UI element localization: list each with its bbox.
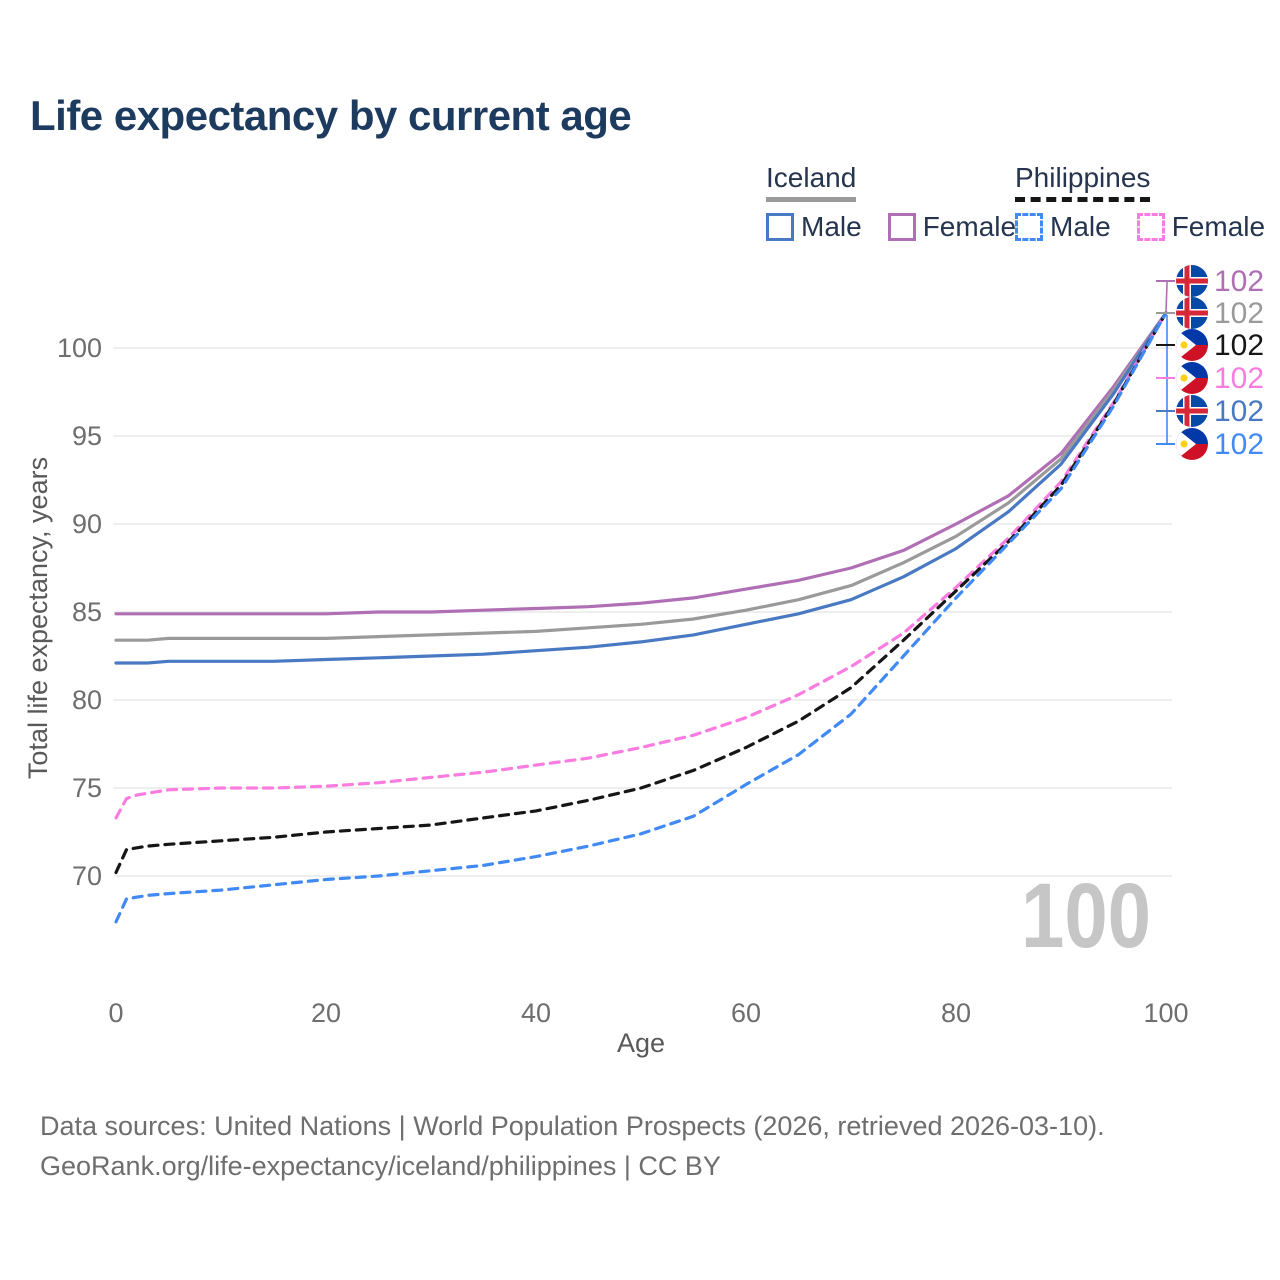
- end-label-value: 102: [1214, 265, 1264, 298]
- x-tick-label: 40: [521, 998, 551, 1028]
- iceland-flag-icon: [1176, 297, 1208, 329]
- y-tick-label: 85: [72, 597, 102, 627]
- series-line-philippines-male: [114, 311, 1168, 924]
- y-tick-label: 75: [72, 773, 102, 803]
- end-label-connector-bottom: [1166, 315, 1175, 445]
- x-tick-label: 20: [311, 998, 341, 1028]
- legend-item-iceland-female[interactable]: Female: [887, 211, 1017, 243]
- philippines-flag-icon: [1176, 428, 1208, 460]
- x-tick-label: 100: [1143, 998, 1188, 1028]
- y-tick-label: 70: [72, 861, 102, 891]
- philippines-flag-icon: [1176, 362, 1208, 394]
- philippines-female-swatch-icon: [1136, 213, 1165, 241]
- end-label-value: 102: [1214, 428, 1264, 461]
- end-label-value: 102: [1214, 395, 1264, 428]
- end-label-value: 102: [1214, 362, 1264, 395]
- legend-item-philippines-female[interactable]: Female: [1136, 211, 1266, 243]
- x-tick-label: 0: [108, 998, 123, 1028]
- page-title: Life expectancy by current age: [30, 92, 632, 139]
- legend-group-iceland: Iceland Male Female: [766, 162, 1016, 243]
- legend-country-philippines[interactable]: Philippines: [1015, 162, 1151, 202]
- series-line-iceland-female: [114, 311, 1168, 616]
- iceland-flag-icon: [1176, 395, 1208, 427]
- y-tick-label: 95: [72, 421, 102, 451]
- end-label-connector-top: [1165, 280, 1175, 313]
- legend-item-label: Female: [1171, 211, 1266, 242]
- legend-item-label: Male: [801, 211, 862, 242]
- y-tick-label: 80: [72, 685, 102, 715]
- iceland-female-swatch-icon: [887, 213, 916, 241]
- attribution-link-text: GeoRank.org/life-expectancy/iceland/phil…: [40, 1151, 721, 1181]
- y-axis-title: Total life expectancy, years: [23, 457, 53, 779]
- x-tick-label: 60: [731, 998, 761, 1028]
- x-axis-title: Age: [617, 1028, 665, 1058]
- y-tick-label: 90: [72, 509, 102, 539]
- legend-item-label: Female: [922, 211, 1017, 242]
- philippines-flag-icon: [1176, 329, 1208, 361]
- age-counter-watermark: 100: [1021, 865, 1151, 967]
- legend-group-philippines: Philippines Male Female: [1015, 162, 1265, 243]
- series-line-philippines-female: [114, 311, 1168, 820]
- iceland-male-swatch-icon: [766, 213, 794, 241]
- legend-country-iceland[interactable]: Iceland: [766, 162, 857, 202]
- x-tick-label: 80: [941, 998, 971, 1028]
- y-tick-label: 100: [57, 333, 102, 363]
- series-line-iceland-male: [114, 311, 1168, 665]
- iceland-flag-icon: [1176, 265, 1208, 297]
- data-sources-text: Data sources: United Nations | World Pop…: [40, 1111, 1105, 1141]
- series-line-iceland-both-sexes: [114, 311, 1168, 642]
- end-label-value: 102: [1214, 329, 1264, 362]
- end-label-value: 102: [1214, 297, 1264, 330]
- philippines-male-swatch-icon: [1015, 213, 1043, 241]
- series-line-philippines-both-sexes: [114, 311, 1168, 875]
- legend-item-label: Male: [1050, 211, 1111, 242]
- legend-item-philippines-male[interactable]: Male: [1015, 211, 1111, 243]
- legend-item-iceland-male[interactable]: Male: [766, 211, 862, 243]
